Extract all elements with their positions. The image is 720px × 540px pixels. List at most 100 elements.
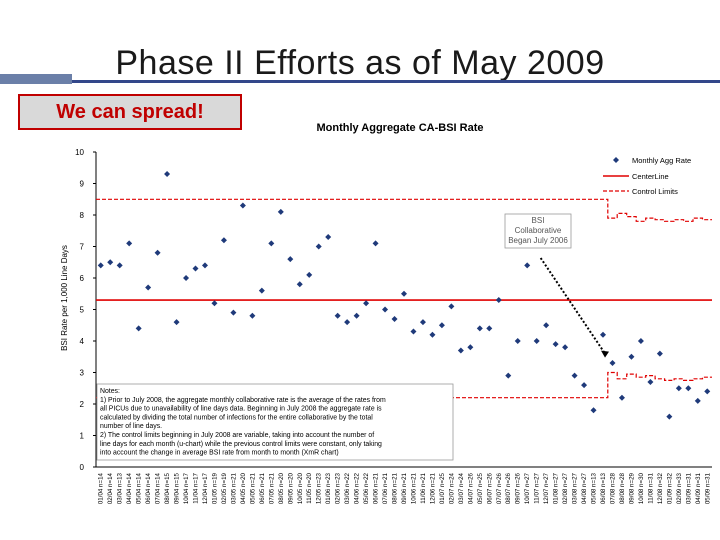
y-tick-label: 1 [80,432,85,441]
collaborative-note-box [504,213,572,249]
data-point [173,319,180,326]
y-tick-label: 3 [80,369,85,378]
x-tick-label: 05/09 n=31 [704,472,711,504]
y-tick-label: 8 [80,211,85,220]
data-point [685,385,692,392]
x-tick-label: 12/06 n=21 [429,472,436,504]
data-point [325,234,332,241]
x-tick-label: 02/08 n=27 [562,472,569,504]
x-tick-label: 01/09 n=32 [666,472,673,504]
x-tick-label: 01/04 n=14 [98,472,105,504]
y-tick-label: 10 [75,148,84,157]
data-point [514,338,521,344]
x-tick-label: 04/06 n=22 [354,472,361,504]
x-tick-label: 06/05 n=21 [259,472,266,504]
x-tick-label: 04/05 n=20 [240,472,247,504]
data-point [183,275,190,281]
data-point [230,309,237,316]
chart-title: Monthly Aggregate CA-BSI Rate [316,122,483,134]
x-tick-label: 06/07 n=26 [486,472,493,504]
x-tick-label: 11/04 n=17 [193,472,200,503]
x-tick-label: 12/08 n=32 [657,472,664,504]
x-tick-label: 10/04 n=17 [183,472,190,504]
data-point [296,281,303,288]
spread-callout: We can spread! [18,94,242,130]
title-accent-bar [0,74,72,84]
data-point [704,388,711,395]
data-point [334,312,341,319]
data-point [145,284,152,291]
x-tick-label: 05/08 n=13 [591,472,598,504]
notes-line: into account the change in average BSI r… [100,450,339,457]
data-point [107,259,114,266]
data-point [590,407,597,414]
x-tick-label: 10/07 n=27 [524,472,531,504]
x-tick-label: 07/06 n=21 [382,472,389,504]
notes-line: calculated by dividing the total number … [100,414,373,421]
data-point [287,256,294,263]
upper-control-limit [96,198,712,222]
y-tick-label: 5 [80,306,85,315]
x-tick-label: 08/04 n=15 [164,472,171,504]
notes-line: 1) Prior to July 2008, the aggregate mon… [100,397,386,404]
data-point [126,240,133,247]
x-tick-label: 05/06 n=22 [363,472,370,504]
data-point [562,344,569,351]
data-point [656,350,663,357]
data-point [457,347,464,354]
y-tick-label: 6 [80,274,85,283]
x-tick-label: 08/05 n=20 [278,472,285,504]
legend-label-agg-rate: Monthly Agg Rate [632,156,691,165]
data-point [675,385,682,392]
data-point [505,372,512,379]
data-point [410,328,417,335]
x-tick-label: 06/06 n=21 [373,472,380,504]
x-tick-label: 07/08 n=28 [609,472,616,504]
y-axis-label: BSI Rate per 1,000 Line Days [60,245,69,351]
x-tick-label: 02/06 n=23 [335,472,342,504]
x-tick-label: 04/08 n=27 [581,472,588,504]
data-point [524,262,531,269]
x-tick-label: 09/05 n=20 [287,472,294,504]
data-point [382,306,389,313]
y-tick-label: 7 [80,243,85,252]
x-tick-label: 02/04 n=14 [107,472,114,504]
x-tick-label: 04/04 n=14 [126,472,133,504]
data-point [571,372,578,379]
data-point [429,331,436,338]
x-tick-label: 07/04 n=14 [155,472,162,504]
data-point [533,338,540,344]
x-tick-label: 03/05 n=21 [230,472,237,504]
y-tick-label: 0 [80,463,85,472]
x-tick-label: 02/07 n=24 [448,472,455,504]
data-point [419,319,426,326]
x-tick-label: 11/06 n=21 [420,472,427,503]
x-tick-label: 06/08 n=13 [600,472,607,504]
x-tick-label: 06/04 n=14 [145,472,152,504]
notes-line: line days for each month (u-chart) while… [100,441,382,448]
data-point [647,378,654,385]
notes-line: 2) The control limits beginning in July … [100,432,374,439]
data-point [315,243,322,250]
data-point [220,237,227,244]
x-tick-label: 12/04 n=17 [202,472,209,504]
data-point [438,322,445,329]
data-point [552,341,559,348]
x-tick-label: 10/05 n=20 [297,472,304,504]
data-point [258,287,265,294]
data-point [666,413,673,420]
x-tick-label: 10/06 n=21 [410,472,417,504]
data-point [249,312,256,319]
data-point [268,240,275,247]
data-point [600,331,607,338]
data-point [628,353,635,360]
data-point [211,300,218,307]
x-tick-label: 07/05 n=21 [268,472,275,504]
x-tick-label: 12/05 n=23 [316,472,323,504]
data-point [97,262,104,269]
data-point [486,325,493,332]
slide-title: Phase II Efforts as of May 2009 [115,44,605,82]
data-point [694,397,701,404]
data-point [344,319,351,326]
